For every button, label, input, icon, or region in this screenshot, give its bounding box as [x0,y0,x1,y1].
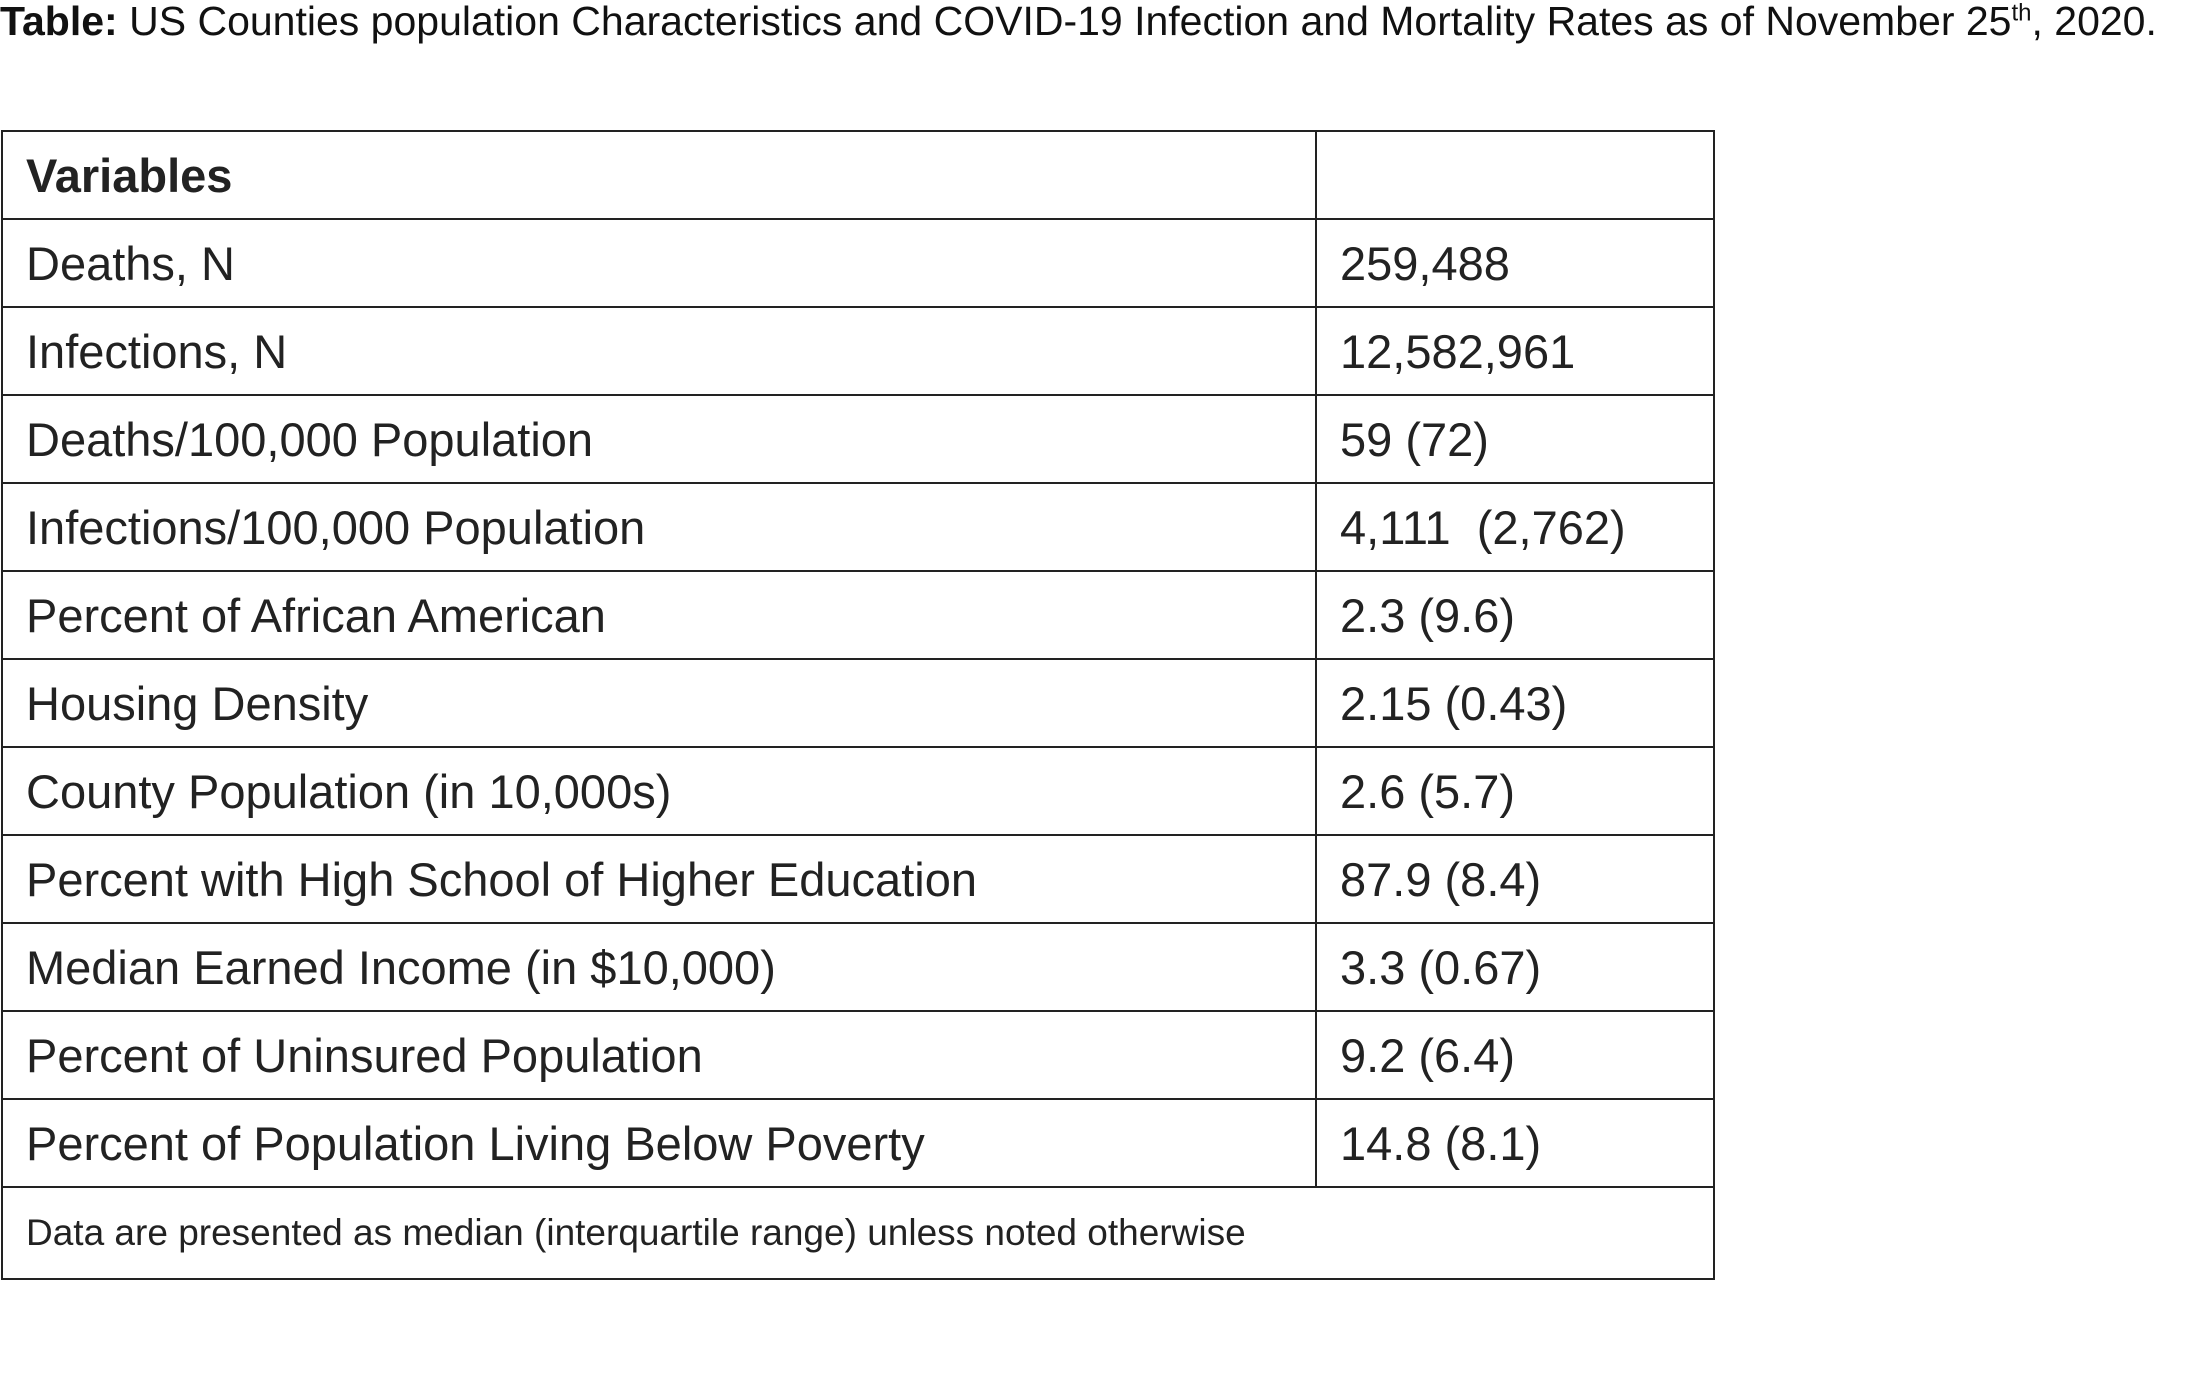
value-cell: 12,582,961 [1315,306,1715,396]
variable-cell: Percent of Uninsured Population [1,1010,1317,1100]
value-cell: 59 (72) [1315,394,1715,484]
table-row: Housing Density 2.15 (0.43) [1,658,1715,748]
variable-cell: Housing Density [1,658,1317,748]
footer-row: Data are presented as median (interquart… [1,1186,1715,1280]
variable-cell: Percent of Population Living Below Pover… [1,1098,1317,1188]
header-row: Variables [1,130,1715,220]
value-cell: 4,111 (2,762) [1315,482,1715,572]
variable-cell: Deaths/100,000 Population [1,394,1317,484]
table-row: Percent of Uninsured Population 9.2 (6.4) [1,1010,1715,1100]
caption-label: Table: [0,0,118,44]
header-cell: Variables [1,130,1317,220]
footer-note: Data are presented as median (interquart… [1,1186,1715,1280]
variable-cell: Percent with High School of Higher Educa… [1,834,1317,924]
table-row: Deaths/100,000 Population 59 (72) [1,394,1715,484]
variable-cell: Infections, N [1,306,1317,396]
variable-cell: Deaths, N [1,218,1317,308]
value-cell: 9.2 (6.4) [1315,1010,1715,1100]
table-row: Deaths, N 259,488 [1,218,1715,308]
caption-text-after: , 2020. [2031,0,2157,44]
table-row: County Population (in 10,000s) 2.6 (5.7) [1,746,1715,836]
variable-cell: Median Earned Income (in $10,000) [1,922,1317,1012]
table-row: Median Earned Income (in $10,000) 3.3 (0.… [1,922,1715,1012]
value-cell: 2.3 (9.6) [1315,570,1715,660]
table-row: Percent of Population Living Below Pover… [1,1098,1715,1188]
variable-cell: County Population (in 10,000s) [1,746,1317,836]
variable-cell: Infections/100,000 Population [1,482,1317,572]
table-row: Percent with High School of Higher Educa… [1,834,1715,924]
caption-text: US Counties population Characteristics a… [129,0,2012,44]
header-cell [1315,130,1715,220]
table-row: Infections/100,000 Population 4,111 (2,76… [1,482,1715,572]
value-cell: 14.8 (8.1) [1315,1098,1715,1188]
table-caption: Table: US Counties population Characteri… [0,0,2193,46]
value-cell: 3.3 (0.67) [1315,922,1715,1012]
value-cell: 259,488 [1315,218,1715,308]
table-row: Infections, N 12,582,961 [1,306,1715,396]
value-cell: 2.6 (5.7) [1315,746,1715,836]
table-row: Percent of African American 2.3 (9.6) [1,570,1715,660]
value-cell: 87.9 (8.4) [1315,834,1715,924]
value-cell: 2.15 (0.43) [1315,658,1715,748]
caption-superscript: th [2011,0,2032,27]
variable-cell: Percent of African American [1,570,1317,660]
